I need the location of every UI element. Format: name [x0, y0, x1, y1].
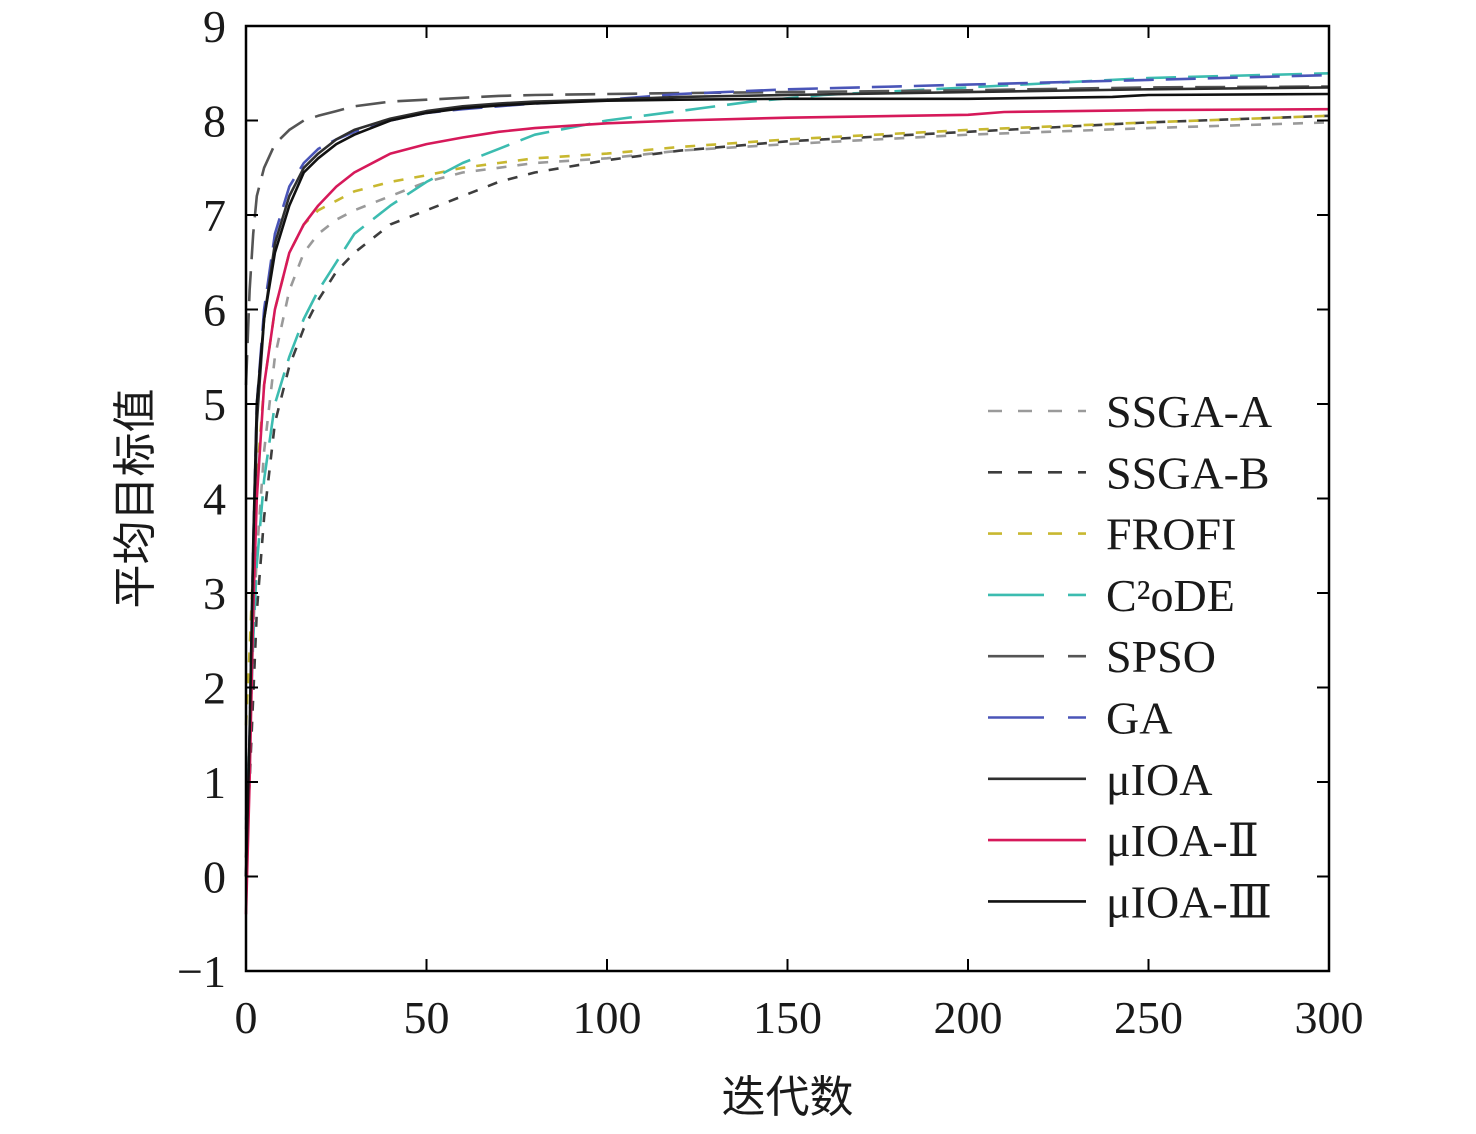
legend-label: μIOA-Ⅲ — [1106, 876, 1272, 927]
legend: SSGA-A SSGA-B FROFI C²oDE SPSO GA μIOA μIOA-Ⅱ μI… — [988, 386, 1272, 927]
x-tick-label: 300 — [1295, 992, 1364, 1043]
series-line-2 — [244, 114, 1330, 726]
y-tick-label: −1 — [177, 946, 226, 997]
y-tick-label: 2 — [203, 663, 226, 714]
legend-item: μIOA-Ⅲ — [988, 876, 1272, 927]
legend-label: μIOA-Ⅱ — [1106, 815, 1259, 866]
y-tick-label: 6 — [203, 285, 226, 336]
x-tick-label: 200 — [934, 992, 1003, 1043]
y-tick-label: 8 — [203, 96, 226, 147]
legend-label: SSGA-A — [1106, 386, 1272, 437]
legend-item: GA — [988, 693, 1172, 744]
legend-item: FROFI — [988, 509, 1236, 560]
legend-label: μIOA — [1106, 754, 1212, 805]
series-line-8 — [244, 92, 1330, 877]
legend-item: SPSO — [988, 631, 1216, 682]
legend-item: SSGA-A — [988, 386, 1272, 437]
legend-label: C²oDE — [1106, 570, 1235, 621]
legend-label: SSGA-B — [1106, 447, 1270, 498]
x-tick-label: 100 — [573, 992, 642, 1043]
x-tick-label: 250 — [1114, 992, 1183, 1043]
series-line-7 — [244, 107, 1330, 915]
y-tick-label: 0 — [203, 852, 226, 903]
x-tick-label: 50 — [404, 992, 450, 1043]
x-tick-label: 150 — [753, 992, 822, 1043]
legend-label: FROFI — [1106, 509, 1236, 560]
series-line-4 — [244, 85, 1330, 386]
y-tick-label: 9 — [203, 1, 226, 52]
legend-label: SPSO — [1106, 631, 1216, 682]
y-tick-label: 7 — [203, 190, 226, 241]
series-layer — [244, 72, 1330, 915]
series-line-0 — [244, 121, 1330, 830]
y-tick-label: 3 — [203, 568, 226, 619]
x-tick-label: 0 — [235, 992, 258, 1043]
y-tick-label: 4 — [203, 474, 226, 525]
legend-item: μIOA-Ⅱ — [988, 815, 1259, 866]
legend-label: GA — [1106, 693, 1172, 744]
x-axis-label: 迭代数 — [722, 1072, 854, 1123]
y-axis-label: 平均目标值 — [110, 389, 161, 609]
legend-item: SSGA-B — [988, 447, 1270, 498]
legend-item: μIOA — [988, 754, 1212, 805]
legend-item: C²oDE — [988, 570, 1235, 621]
y-tick-label: 1 — [203, 757, 226, 808]
y-tick-label: 5 — [203, 379, 226, 430]
